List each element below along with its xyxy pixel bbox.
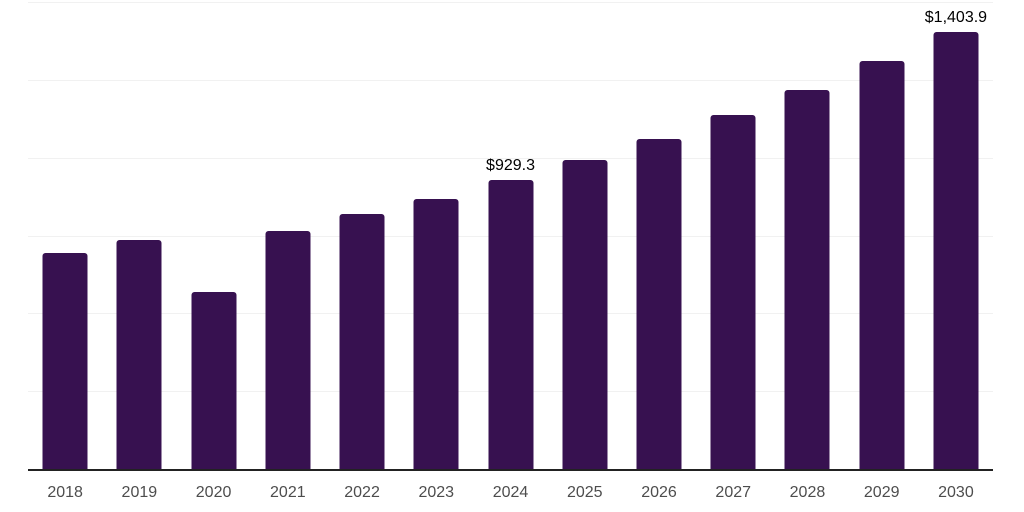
bar-2018 (42, 252, 88, 469)
bar-group-2020: 2020 (176, 2, 250, 501)
bar-group-2022: 2022 (325, 2, 399, 501)
x-tick-label-2023: 2023 (418, 484, 455, 501)
bar-2027 (710, 115, 756, 469)
bar-value-label-2030: $1,403.9 (924, 8, 988, 26)
bar-group-2023: 2023 (399, 2, 473, 501)
bar-group-2028: 2028 (770, 2, 844, 501)
bar-2028 (784, 89, 830, 469)
bar-2024 (488, 179, 534, 469)
bar-2023 (413, 199, 459, 469)
bar-group-2018: 2018 (28, 2, 102, 501)
bar-value-label-2024: $929.3 (486, 156, 535, 174)
bar-2019 (116, 239, 162, 469)
bar-2021 (265, 230, 311, 469)
x-tick-label-2026: 2026 (641, 484, 677, 501)
bar-group-2027: 2027 (696, 2, 770, 501)
bar-series: 2018 2019 2020 2021 2022 2023 $929.3 2024 2025 20… (28, 2, 993, 501)
x-tick-label-2018: 2018 (47, 484, 83, 501)
x-tick-label-2021: 2021 (270, 484, 306, 501)
gridline (28, 2, 993, 3)
x-tick-label-2022: 2022 (344, 484, 380, 501)
bar-group-2024: $929.3 2024 (473, 2, 547, 501)
bar-2020 (191, 292, 237, 469)
bar-2022 (339, 214, 385, 469)
gridline (28, 157, 993, 159)
bar-2025 (562, 160, 608, 469)
x-tick-label-2027: 2027 (715, 484, 752, 501)
bar-group-2029: 2029 (845, 2, 919, 501)
x-tick-label-2025: 2025 (566, 484, 603, 501)
bar-group-2030: $1,403.9 2030 (919, 2, 993, 501)
bar-group-2026: 2026 (622, 2, 696, 501)
bar-group-2025: 2025 (548, 2, 622, 501)
x-tick-label-2020: 2020 (195, 484, 232, 501)
x-tick-label-2024: 2024 (492, 484, 529, 501)
bar-2029 (859, 61, 905, 469)
bar-2026 (636, 139, 682, 469)
x-tick-label-2019: 2019 (121, 484, 158, 501)
gridline (28, 79, 993, 81)
bar-group-2019: 2019 (102, 2, 176, 501)
bar-2030 (933, 31, 979, 469)
x-tick-label-2030: 2030 (938, 484, 974, 501)
x-tick-label-2028: 2028 (789, 484, 826, 501)
x-tick-label-2029: 2029 (863, 484, 900, 501)
bar-group-2021: 2021 (251, 2, 325, 501)
plot-area: 2018 2019 2020 2021 2022 2023 $929.3 2024 2025 20… (28, 2, 993, 501)
